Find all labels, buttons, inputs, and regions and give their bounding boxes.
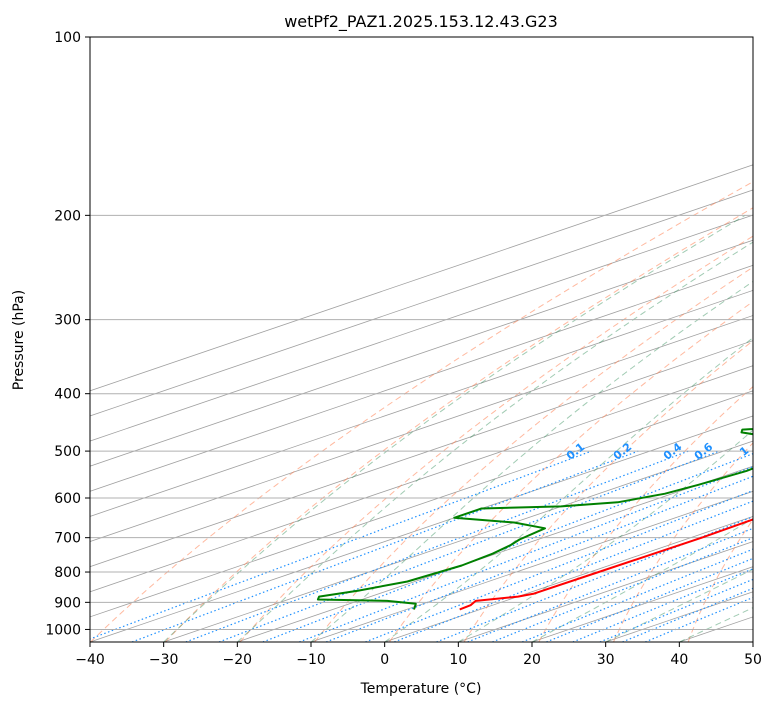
x-tick-label: −20 <box>223 652 253 668</box>
isotherm-line <box>384 515 753 642</box>
dry-adiabat <box>613 442 753 642</box>
mixing-ratio-line <box>325 475 753 642</box>
mixing-ratio-line <box>436 516 753 642</box>
x-tick-label: −40 <box>75 652 105 668</box>
x-tick-label: 0 <box>380 652 389 668</box>
isotherm-line <box>90 289 753 517</box>
x-tick-label: 10 <box>449 652 467 668</box>
moist-adiabat <box>458 429 753 642</box>
mixing-ratio-line <box>90 450 592 640</box>
isotherm-line <box>90 315 753 542</box>
y-tick-label: 900 <box>54 595 81 611</box>
moist-adiabat <box>163 214 746 642</box>
dry-adiabat <box>239 235 753 642</box>
y-tick-label: 700 <box>54 531 81 547</box>
x-tick-label: 20 <box>523 652 541 668</box>
y-tick-label: 300 <box>54 313 81 329</box>
pressure-gridlines <box>90 37 753 630</box>
sounding-traces <box>316 428 753 611</box>
x-tick-label: −10 <box>296 652 326 668</box>
isotherm-line <box>90 264 753 492</box>
x-axis-ticks: −40 −30 −20 −10 0 10 20 30 40 50 <box>75 642 762 668</box>
moist-adiabat-lines <box>163 214 753 642</box>
y-tick-label: 100 <box>54 30 81 46</box>
isotherm-line <box>90 365 753 593</box>
dry-adiabat <box>687 518 753 642</box>
dry-adiabat <box>90 181 753 642</box>
dry-adiabat <box>538 385 753 642</box>
moist-adiabat <box>384 337 753 642</box>
moist-adiabat <box>236 241 753 642</box>
plot-area: -100-90-80-70-60-50-40-30-20-10010203040… <box>90 37 753 642</box>
dry-adiabat <box>388 300 753 642</box>
isotherm-line <box>310 490 753 642</box>
y-tick-label: 1000 <box>45 622 81 638</box>
plot-frame <box>89 36 754 643</box>
isotherm-line <box>90 189 753 417</box>
isotherm-line <box>237 465 753 642</box>
mixing-ratio-line <box>365 489 753 642</box>
y-tick-label: 400 <box>54 387 81 403</box>
x-tick-label: 40 <box>670 652 688 668</box>
dry-adiabat <box>164 207 753 642</box>
mixing-ratio-line <box>393 500 753 642</box>
isotherm-line <box>90 239 753 467</box>
isotherm-line <box>90 340 753 568</box>
dewpoint-trace <box>316 428 753 610</box>
isotherm-line <box>90 415 753 642</box>
isotherm-line <box>163 440 753 642</box>
temperature-trace <box>459 518 753 611</box>
x-tick-label: 30 <box>597 652 615 668</box>
mixing-ratio-line <box>131 450 639 642</box>
mixing-ratio-line <box>644 596 753 642</box>
mixing-ratio-line <box>298 466 753 642</box>
x-tick-label: 50 <box>744 652 762 668</box>
moist-adiabat <box>310 280 753 642</box>
isotherm-line <box>90 390 753 618</box>
isotherm-lines <box>90 164 753 642</box>
y-tick-label: 500 <box>54 444 81 460</box>
y-axis-label: Pressure (hPa) <box>11 290 27 390</box>
y-tick-label: 800 <box>54 565 81 581</box>
chart-title: wetPf2_PAZ1.2025.153.12.43.G23 <box>284 12 558 32</box>
isotherm-line <box>90 214 753 442</box>
x-axis-label: Temperature (°C) <box>360 681 482 697</box>
y-tick-label: 600 <box>54 491 81 507</box>
x-tick-label: −30 <box>149 652 179 668</box>
mixing-ratio-line <box>546 557 753 642</box>
isotherm-line <box>90 164 753 392</box>
y-axis-ticks: 100 200 300 400 500 600 700 800 900 1000 <box>45 30 90 638</box>
moist-adiabat <box>605 568 753 642</box>
y-tick-label: 200 <box>54 208 81 224</box>
mixing-ratio-line <box>521 548 753 642</box>
